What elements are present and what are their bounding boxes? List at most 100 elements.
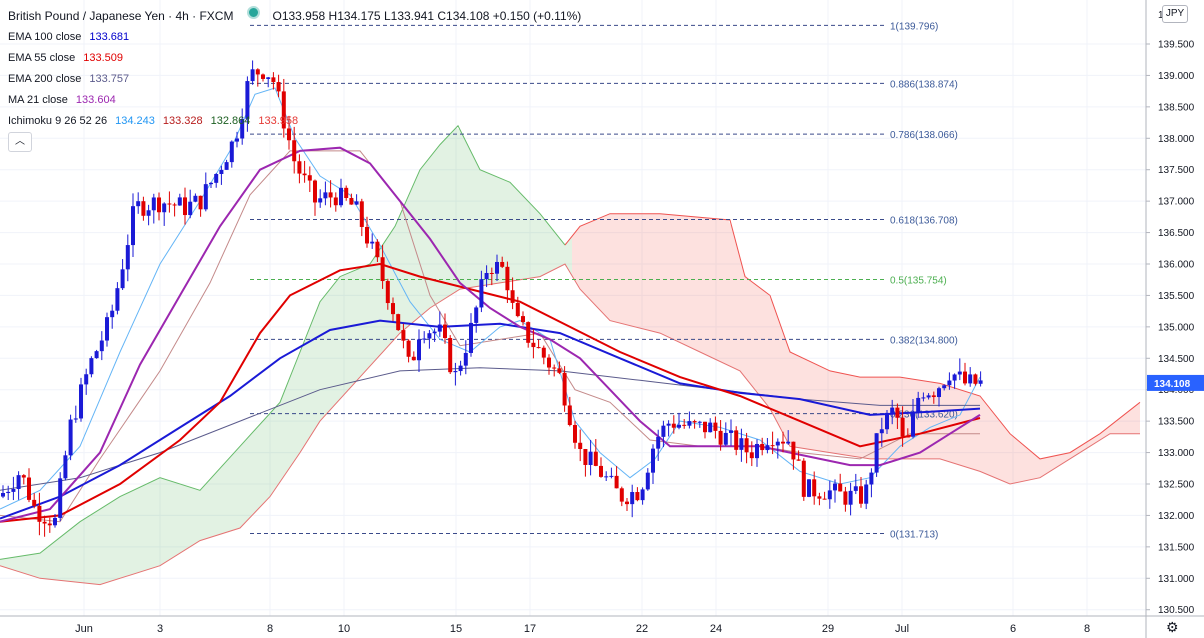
ichimoku-values: 134.243 133.328 132.864 133.958 bbox=[115, 111, 306, 132]
candle-body bbox=[198, 195, 203, 210]
fib-level-label: 0.618(136.708) bbox=[890, 215, 958, 226]
ichimoku-value: 134.243 bbox=[115, 115, 155, 127]
ichimoku-value: 133.958 bbox=[258, 115, 299, 127]
currency-badge[interactable]: JPY bbox=[1162, 5, 1188, 23]
candle-body bbox=[869, 472, 874, 485]
candle-body bbox=[432, 331, 437, 334]
legend-indicator[interactable]: MA 21 close 133.604 bbox=[8, 90, 581, 111]
candle-body bbox=[744, 438, 749, 453]
candle-body bbox=[687, 421, 692, 426]
candle-body bbox=[94, 351, 99, 359]
candle-body bbox=[422, 338, 427, 340]
candle-body bbox=[859, 486, 863, 504]
candle-body bbox=[417, 339, 421, 361]
candle-body bbox=[505, 266, 510, 291]
price-tick-label: 138.000 bbox=[1158, 134, 1195, 145]
candle-body bbox=[375, 241, 380, 258]
candle-body bbox=[635, 492, 640, 501]
candle-body bbox=[926, 395, 931, 398]
fibonacci-retracement[interactable]: 1(139.796) 0.886(138.874) 0.786(138.066) 0.… bbox=[250, 21, 958, 540]
senkou-b-line bbox=[0, 263, 1140, 586]
candle-body bbox=[770, 445, 775, 447]
time-tick-label: 17 bbox=[524, 623, 536, 635]
candle-body bbox=[755, 443, 759, 459]
candle-body bbox=[739, 438, 744, 450]
legend-ichimoku[interactable]: Ichimoku 9 26 52 26 134.243 133.328 132.86… bbox=[8, 111, 581, 132]
candle-body bbox=[500, 261, 505, 267]
candle-body bbox=[562, 372, 567, 406]
legend-collapse-button[interactable]: ︿ bbox=[8, 132, 32, 152]
candle-body bbox=[651, 448, 655, 473]
ichimoku-value: 132.864 bbox=[210, 115, 251, 127]
candle-body bbox=[235, 138, 239, 142]
candle-body bbox=[599, 465, 603, 477]
symbol-title[interactable]: British Pound / Japanese Yen · 4h · FXCM bbox=[8, 9, 234, 23]
candle-body bbox=[396, 314, 401, 331]
candle-body bbox=[359, 201, 364, 227]
candle-body bbox=[115, 288, 120, 311]
candle-body bbox=[427, 333, 432, 339]
candle-body bbox=[157, 197, 161, 213]
candle-body bbox=[105, 317, 109, 341]
indicator-value: 133.509 bbox=[83, 52, 124, 64]
candle-body bbox=[21, 475, 26, 478]
price-tick-label: 130.500 bbox=[1158, 605, 1195, 616]
indicator-value: 133.681 bbox=[89, 31, 130, 43]
candle-body bbox=[973, 374, 978, 384]
candle-body bbox=[588, 451, 593, 465]
candle-body bbox=[276, 82, 281, 92]
ohlc-high: H134.175 bbox=[328, 9, 381, 23]
indicator-label: EMA 55 close bbox=[8, 52, 76, 64]
candle-body bbox=[573, 425, 577, 443]
legend-indicator[interactable]: EMA 55 close 133.509 bbox=[8, 48, 581, 69]
candle-body bbox=[541, 347, 546, 358]
candle-body bbox=[37, 505, 42, 522]
legend-indicator[interactable]: EMA 100 close 133.681 bbox=[8, 27, 581, 48]
candle-body bbox=[557, 368, 562, 373]
candle-body bbox=[219, 169, 224, 174]
indicator-label: EMA 200 close bbox=[8, 73, 82, 85]
legend-header[interactable]: British Pound / Japanese Yen · 4h · FXCM… bbox=[8, 6, 581, 27]
time-axis[interactable]: Jun 3 8 10 15 17 22 24 29 Jul 6 8 bbox=[75, 623, 1090, 635]
candle-body bbox=[391, 303, 395, 315]
candle-body bbox=[547, 357, 551, 368]
gear-icon[interactable]: ⚙ bbox=[1166, 619, 1179, 635]
candle-body bbox=[125, 245, 130, 270]
candle-body bbox=[68, 419, 73, 456]
time-tick-label: Jun bbox=[75, 623, 93, 635]
candle-body bbox=[120, 269, 125, 289]
price-tick-label: 131.500 bbox=[1158, 542, 1195, 553]
price-tick-label: 139.000 bbox=[1158, 71, 1195, 82]
candle-body bbox=[838, 483, 843, 492]
last-price-badge bbox=[1147, 374, 1204, 391]
candle-body bbox=[796, 459, 801, 461]
candle-body bbox=[630, 492, 635, 505]
candle-body bbox=[453, 371, 458, 373]
fib-level-label: 1(139.796) bbox=[890, 21, 938, 32]
candle-body bbox=[469, 322, 473, 353]
candle-body bbox=[760, 443, 765, 451]
candle-body bbox=[604, 476, 609, 478]
candle-body bbox=[931, 395, 936, 398]
candle-body bbox=[853, 486, 858, 491]
price-tick-label: 139.500 bbox=[1158, 40, 1195, 51]
candle-body bbox=[656, 436, 661, 449]
time-tick-label: 6 bbox=[1010, 623, 1016, 635]
candle-body bbox=[526, 322, 531, 343]
candle-body bbox=[552, 367, 557, 369]
candle-body bbox=[677, 424, 681, 428]
legend-indicator[interactable]: EMA 200 close 133.757 bbox=[8, 69, 581, 90]
candle-body bbox=[136, 201, 141, 207]
ichimoku-label[interactable]: Ichimoku 9 26 52 26 bbox=[8, 115, 108, 127]
chart-grid bbox=[0, 0, 1146, 616]
candle-body bbox=[141, 201, 146, 216]
candle-body bbox=[370, 241, 375, 244]
candle-body bbox=[32, 499, 37, 506]
candle-body bbox=[786, 441, 791, 444]
indicator-label: MA 21 close bbox=[8, 94, 68, 106]
candle-body bbox=[281, 91, 286, 129]
indicator-label: EMA 100 close bbox=[8, 31, 82, 43]
fib-level-label: 0.382(134.800) bbox=[890, 335, 958, 346]
